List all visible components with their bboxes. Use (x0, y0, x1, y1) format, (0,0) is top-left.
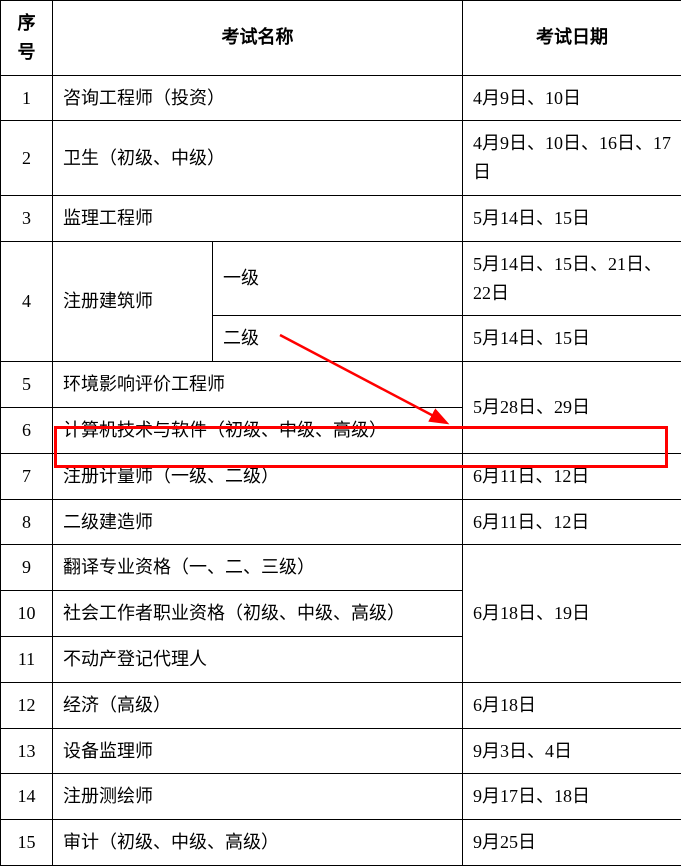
table-row: 3 监理工程师 5月14日、15日 (1, 195, 681, 241)
cell-date: 5月14日、15日 (463, 195, 681, 241)
cell-sub: 一级 (213, 241, 463, 316)
table-row: 9 翻译专业资格（一、二、三级） 6月18日、19日 (1, 545, 681, 591)
cell-name: 社会工作者职业资格（初级、中级、高级） (53, 591, 463, 637)
cell-date: 6月18日 (463, 682, 681, 728)
cell-date: 4月9日、10日 (463, 75, 681, 121)
cell-name: 计算机技术与软件（初级、中级、高级） (53, 407, 463, 453)
table-row: 14 注册测绘师 9月17日、18日 (1, 774, 681, 820)
cell-name: 卫生（初级、中级） (53, 121, 463, 196)
cell-name: 环境影响评价工程师 (53, 362, 463, 408)
cell-num: 4 (1, 241, 53, 361)
cell-date: 9月17日、18日 (463, 774, 681, 820)
cell-name: 不动产登记代理人 (53, 636, 463, 682)
cell-name: 设备监理师 (53, 728, 463, 774)
table-row: 12 经济（高级） 6月18日 (1, 682, 681, 728)
table-row: 4 注册建筑师 一级 5月14日、15日、21日、22日 (1, 241, 681, 316)
table-row: 7 注册计量师（一级、二级） 6月11日、12日 (1, 453, 681, 499)
cell-date: 9月25日 (463, 820, 681, 866)
cell-name: 翻译专业资格（一、二、三级） (53, 545, 463, 591)
cell-name: 注册测绘师 (53, 774, 463, 820)
cell-num: 14 (1, 774, 53, 820)
cell-num: 9 (1, 545, 53, 591)
table-row: 1 咨询工程师（投资） 4月9日、10日 (1, 75, 681, 121)
cell-date: 6月18日、19日 (463, 545, 681, 682)
cell-num: 6 (1, 407, 53, 453)
cell-date: 5月28日、29日 (463, 362, 681, 454)
cell-date: 9月3日、4日 (463, 728, 681, 774)
cell-name: 监理工程师 (53, 195, 463, 241)
header-date: 考试日期 (463, 1, 681, 76)
cell-num: 8 (1, 499, 53, 545)
cell-name: 注册建筑师 (53, 241, 213, 361)
table-row: 13 设备监理师 9月3日、4日 (1, 728, 681, 774)
exam-schedule-table: 序号 考试名称 考试日期 1 咨询工程师（投资） 4月9日、10日 2 卫生（初… (0, 0, 681, 866)
table-row: 2 卫生（初级、中级） 4月9日、10日、16日、17日 (1, 121, 681, 196)
header-num: 序号 (1, 1, 53, 76)
cell-date: 6月11日、12日 (463, 499, 681, 545)
cell-name: 注册计量师（一级、二级） (53, 453, 463, 499)
table-row: 5 环境影响评价工程师 5月28日、29日 (1, 362, 681, 408)
cell-num: 13 (1, 728, 53, 774)
cell-num: 3 (1, 195, 53, 241)
cell-name: 经济（高级） (53, 682, 463, 728)
cell-name: 咨询工程师（投资） (53, 75, 463, 121)
cell-num: 5 (1, 362, 53, 408)
table-row: 8 二级建造师 6月11日、12日 (1, 499, 681, 545)
cell-num: 1 (1, 75, 53, 121)
cell-name: 二级建造师 (53, 499, 463, 545)
cell-num: 7 (1, 453, 53, 499)
cell-name: 审计（初级、中级、高级） (53, 820, 463, 866)
table-header-row: 序号 考试名称 考试日期 (1, 1, 681, 76)
cell-date: 4月9日、10日、16日、17日 (463, 121, 681, 196)
cell-num: 2 (1, 121, 53, 196)
table-row: 15 审计（初级、中级、高级） 9月25日 (1, 820, 681, 866)
cell-date: 5月14日、15日、21日、22日 (463, 241, 681, 316)
cell-num: 12 (1, 682, 53, 728)
cell-sub: 二级 (213, 316, 463, 362)
header-name: 考试名称 (53, 1, 463, 76)
cell-num: 11 (1, 636, 53, 682)
cell-num: 15 (1, 820, 53, 866)
cell-date: 6月11日、12日 (463, 453, 681, 499)
cell-num: 10 (1, 591, 53, 637)
cell-date: 5月14日、15日 (463, 316, 681, 362)
